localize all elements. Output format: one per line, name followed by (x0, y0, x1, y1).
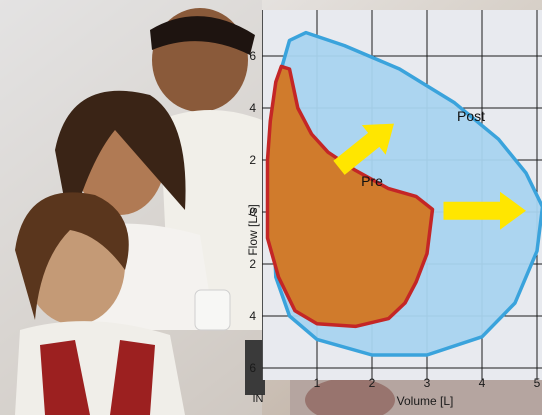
arrow-1 (333, 123, 395, 175)
y-tick-label: 4 (249, 101, 256, 115)
y-axis-label: Flow [L/s] (246, 204, 260, 255)
annotations: Post Pre (361, 108, 485, 189)
tick-labels: 1 2 3 4 5 6 4 2 0 2 4 6 (249, 49, 540, 390)
x-axis-label: Volume [L] (397, 394, 454, 408)
y-tick-label: 0 (249, 205, 256, 219)
y-tick-label: 2 (249, 257, 256, 271)
x-tick-label: 1 (314, 376, 321, 390)
girl-shirt (15, 321, 185, 415)
x-tick-label: 2 (369, 376, 376, 390)
series-layer (265, 30, 542, 357)
y-tick-label: 2 (249, 153, 256, 167)
y-tick-label: 4 (249, 309, 256, 323)
y-tick-label: 6 (249, 361, 256, 375)
series-pre-loop (265, 64, 435, 329)
girl-hair (15, 192, 129, 320)
arrow-2 (443, 191, 526, 230)
x-tick-label: 3 (424, 376, 431, 390)
annotation-post: Post (457, 108, 485, 124)
girl-overalls (40, 340, 155, 415)
x-tick-label: 4 (479, 376, 486, 390)
plot-area (262, 10, 542, 380)
arrow-layer (333, 123, 526, 230)
arrow-shape (333, 123, 395, 175)
truncated-label: IN (253, 393, 264, 405)
x-tick-label: 5 (534, 376, 541, 390)
man-hair (150, 16, 255, 55)
spirometer-device (194, 289, 231, 331)
woman-hair (55, 90, 186, 230)
arrow-shape (443, 191, 526, 230)
annotation-pre: Pre (361, 173, 383, 189)
y-tick-label: 6 (249, 49, 256, 63)
photo-blur (305, 378, 395, 415)
device-cable (245, 340, 265, 395)
